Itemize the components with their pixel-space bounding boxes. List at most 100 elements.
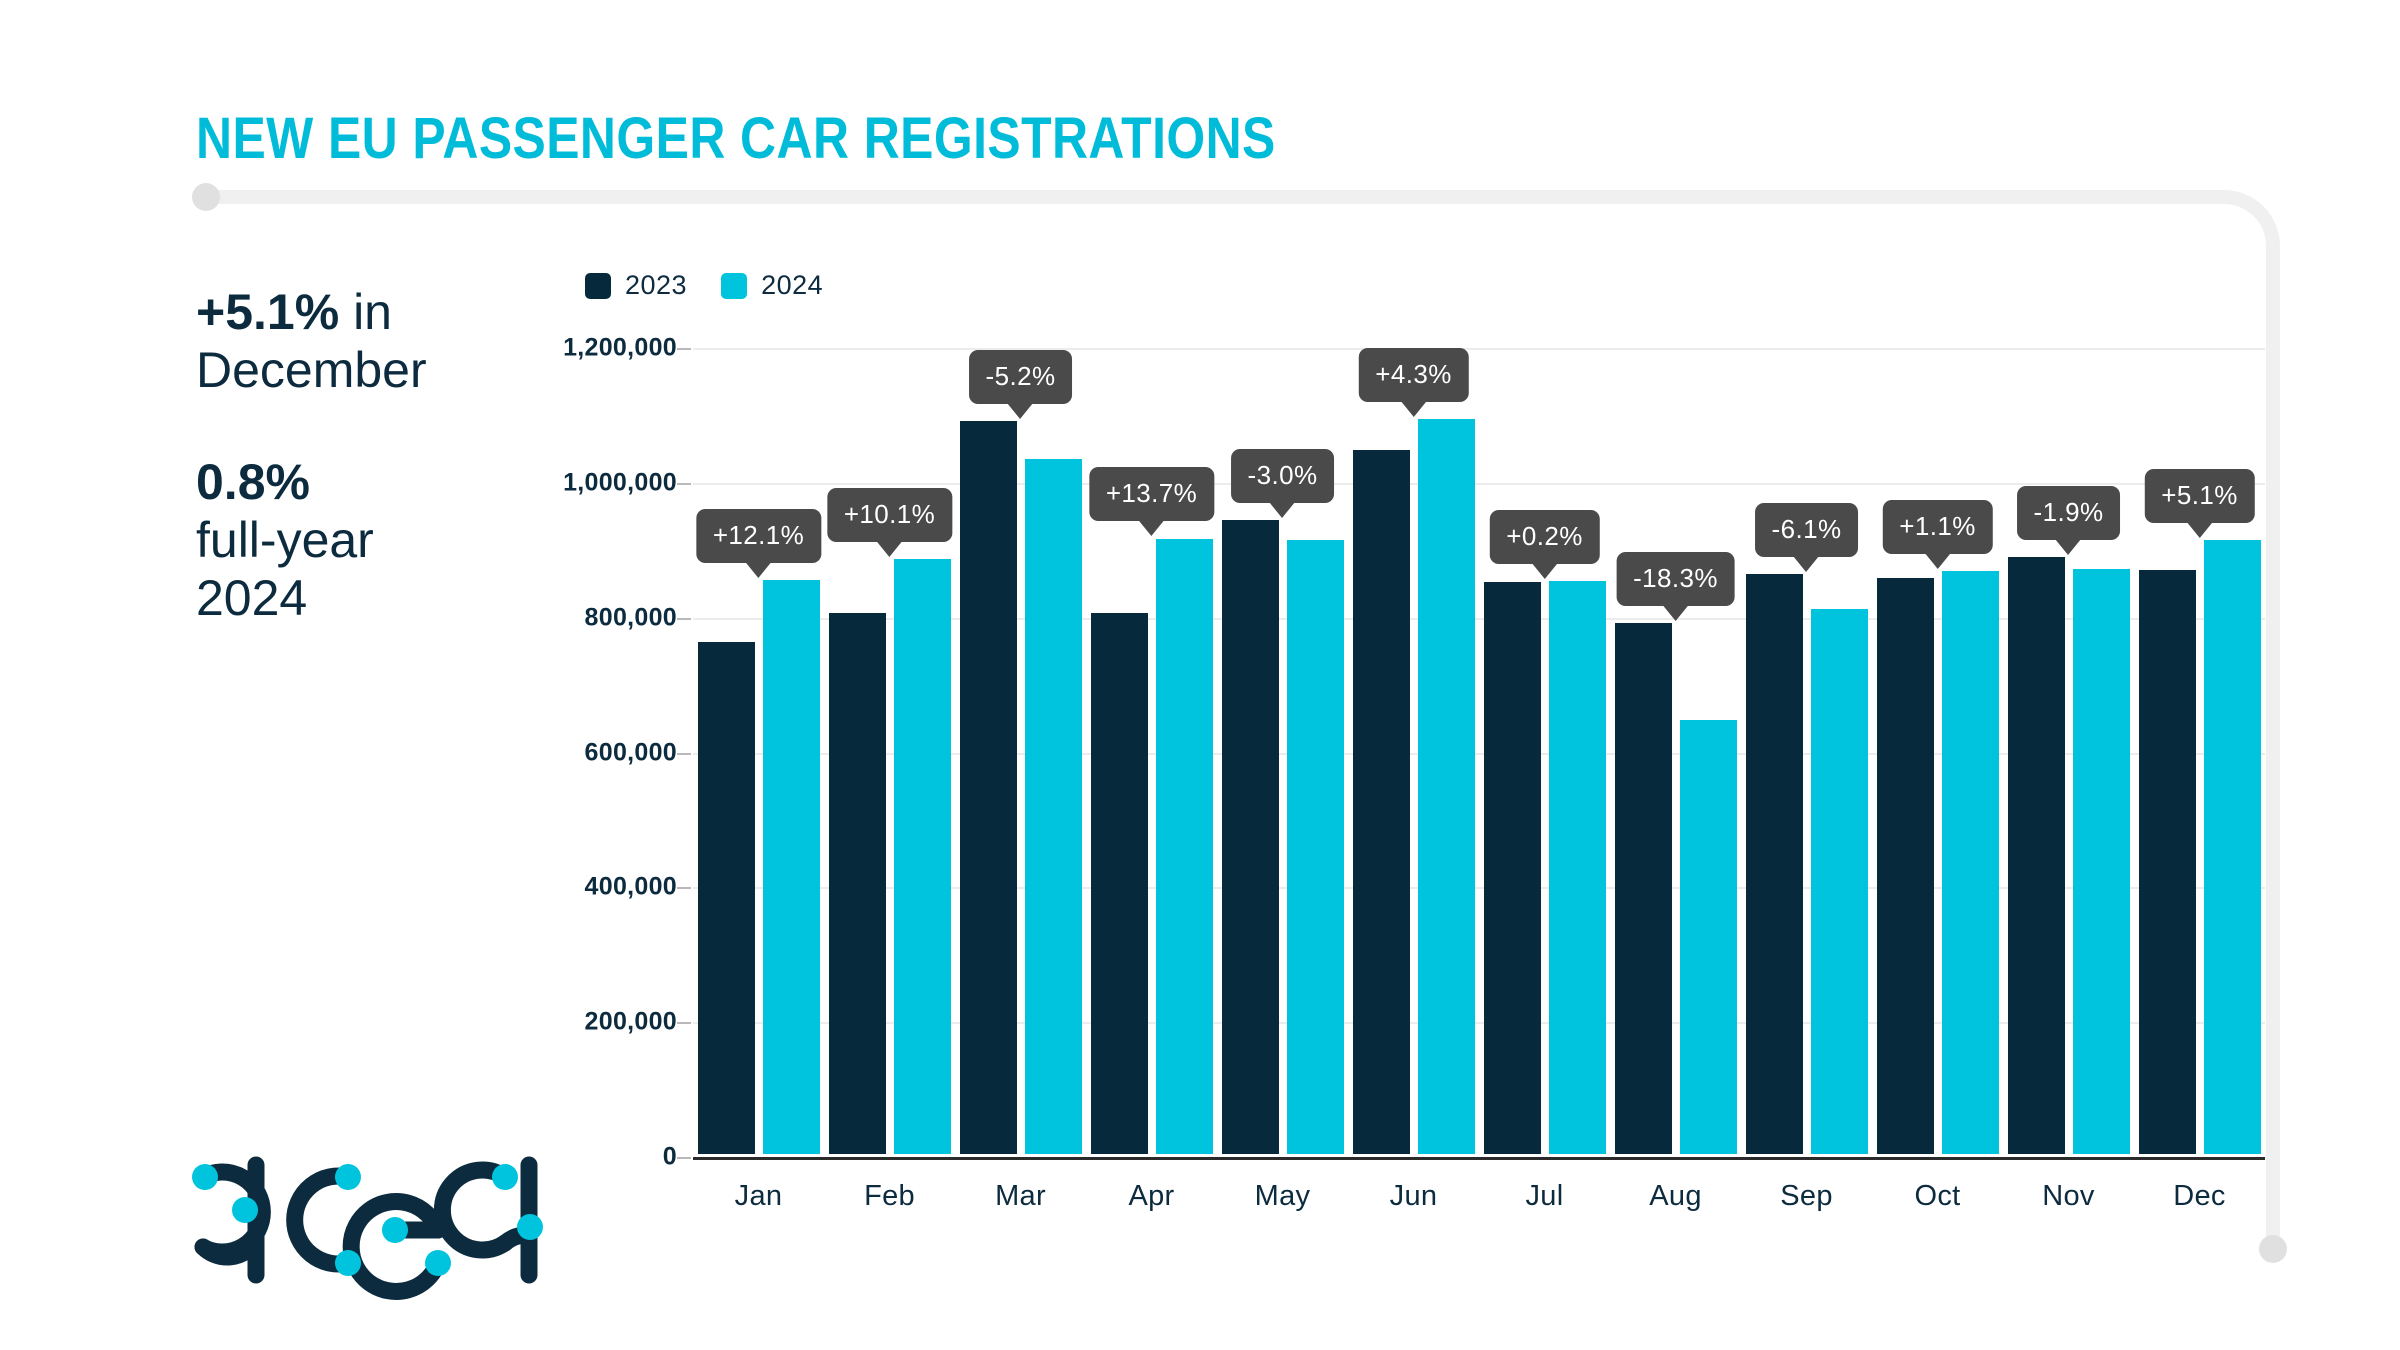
- bar-nov-2023[interactable]: [2007, 557, 2065, 1154]
- bar-sep-2023[interactable]: [1745, 573, 1803, 1154]
- change-badge-oct: +1.1%: [1882, 499, 1993, 569]
- gridline: [693, 482, 2265, 485]
- acea-logo: [185, 1135, 545, 1305]
- x-axis-line: [693, 1157, 2265, 1160]
- bar-jun-2023[interactable]: [1352, 449, 1410, 1154]
- bar-jul-2023[interactable]: [1483, 582, 1541, 1154]
- bar-mar-2023[interactable]: [959, 421, 1017, 1154]
- frame-dot-start: [192, 183, 220, 211]
- bar-group-jul: [1479, 348, 1610, 1157]
- change-badge-apr: +13.7%: [1088, 467, 1215, 537]
- bar-jul-2024[interactable]: [1548, 580, 1606, 1154]
- bar-group-mar: [955, 348, 1086, 1157]
- bar-aug-2024[interactable]: [1679, 719, 1737, 1154]
- legend-label-2024: 2024: [761, 270, 824, 300]
- x-axis-label-jun: Jun: [1389, 1180, 1438, 1212]
- bar-oct-2023[interactable]: [1876, 577, 1934, 1154]
- bar-feb-2024[interactable]: [893, 558, 951, 1154]
- frame-dot-end: [2259, 1235, 2287, 1263]
- change-badge-may: -3.0%: [1230, 449, 1335, 519]
- change-badge-aug: -18.3%: [1616, 551, 1735, 621]
- change-badge-mar: -5.2%: [968, 350, 1073, 420]
- change-badge-sep: -6.1%: [1754, 502, 1859, 572]
- y-axis-tick-mark: [677, 617, 691, 620]
- stat-value-december: +5.1%: [196, 284, 340, 340]
- bar-group-may: [1217, 348, 1348, 1157]
- bar-apr-2024[interactable]: [1155, 538, 1213, 1154]
- legend-swatch-2023: [585, 272, 611, 299]
- chart-legend: 2023 2024: [585, 270, 823, 301]
- legend-item-2024[interactable]: 2024: [721, 270, 823, 301]
- legend-swatch-2024: [721, 272, 748, 299]
- y-axis-label: 400,000: [584, 872, 677, 901]
- y-axis-label: 200,000: [584, 1007, 677, 1036]
- bar-group-feb: [824, 348, 955, 1157]
- x-axis-label-jan: Jan: [734, 1180, 783, 1212]
- bar-dec-2024[interactable]: [2203, 539, 2261, 1154]
- bar-oct-2024[interactable]: [1941, 570, 1999, 1154]
- x-axis-label-nov: Nov: [2042, 1180, 2095, 1212]
- registrations-bar-chart: 2023 2024 0 200,000 400,000 600,000 800,000 1,…: [563, 250, 2265, 1240]
- legend-item-2023[interactable]: 2023: [585, 270, 687, 301]
- x-axis-label-feb: Feb: [864, 1180, 915, 1212]
- stat-block-fullyear: 0.8% full-year 2024: [196, 453, 526, 627]
- bar-may-2024[interactable]: [1286, 539, 1344, 1154]
- x-axis-label-dec: Dec: [2173, 1180, 2226, 1212]
- bar-group-nov: [2003, 348, 2134, 1157]
- stat-panel: +5.1% in December 0.8% full-year 2024: [196, 283, 526, 681]
- y-axis-label: 600,000: [584, 738, 677, 766]
- bar-feb-2023[interactable]: [828, 613, 886, 1154]
- page-title: NEW EU PASSENGER CAR REGISTRATIONS: [196, 106, 1276, 171]
- stat-line-1: +5.1% in: [196, 283, 526, 341]
- bar-jun-2024[interactable]: [1417, 419, 1475, 1154]
- y-axis-tick-mark: [677, 1022, 691, 1025]
- y-axis-tick-mark: [677, 752, 691, 755]
- bar-jan-2023[interactable]: [697, 642, 755, 1154]
- x-axis-label-oct: Oct: [1914, 1180, 1961, 1212]
- gridline: [693, 752, 2265, 755]
- change-badge-jun: +4.3%: [1358, 348, 1469, 418]
- bar-sep-2024[interactable]: [1810, 609, 1868, 1154]
- bar-group-apr: [1086, 348, 1217, 1157]
- x-axis-label-aug: Aug: [1649, 1180, 1702, 1212]
- bar-apr-2023[interactable]: [1090, 612, 1148, 1154]
- bar-group-sep: [1741, 348, 1872, 1157]
- stat-block-december: +5.1% in December: [196, 283, 526, 399]
- bar-group-dec: [2134, 348, 2265, 1157]
- stat-line-2-fullyear: full-year: [196, 512, 374, 568]
- y-axis-tick-mark: [677, 887, 691, 890]
- bar-group-oct: [1872, 348, 2003, 1157]
- change-badge-jul: +0.2%: [1489, 509, 1600, 579]
- gridline: [693, 617, 2265, 620]
- stat-line-3-fullyear: 2024: [196, 570, 308, 626]
- x-axis-label-mar: Mar: [995, 1180, 1046, 1212]
- bar-aug-2023[interactable]: [1614, 622, 1672, 1154]
- change-badge-feb: +10.1%: [826, 487, 953, 557]
- bar-group-aug: [1610, 348, 1741, 1157]
- y-axis-tick-mark: [677, 348, 691, 350]
- y-axis-tick-mark: [677, 1157, 691, 1159]
- bar-dec-2023[interactable]: [2138, 569, 2196, 1154]
- x-axis-label-may: May: [1254, 1180, 1311, 1212]
- change-badge-jan: +12.1%: [695, 509, 822, 579]
- stat-suffix-december: in: [339, 284, 392, 340]
- x-axis-label-apr: Apr: [1128, 1180, 1175, 1212]
- bar-group-jun: [1348, 348, 1479, 1157]
- gridline: [693, 887, 2265, 890]
- bar-may-2023[interactable]: [1221, 520, 1279, 1154]
- stat-line-2-december: December: [196, 342, 427, 398]
- bar-jan-2024[interactable]: [762, 580, 820, 1154]
- y-axis-label: 0: [662, 1142, 677, 1171]
- y-axis-tick-mark: [677, 482, 691, 485]
- legend-label-2023: 2023: [625, 270, 688, 300]
- bar-nov-2024[interactable]: [2072, 568, 2130, 1154]
- change-badge-dec: +5.1%: [2144, 468, 2255, 538]
- y-axis-label: 1,000,000: [563, 468, 677, 497]
- bar-mar-2024[interactable]: [1024, 458, 1082, 1154]
- x-axis-label-jul: Jul: [1525, 1180, 1564, 1212]
- plot-area: 0 200,000 400,000 600,000 800,000 1,000,000 1,…: [563, 334, 2265, 1212]
- stat-value-fullyear-row: 0.8%: [196, 453, 526, 511]
- y-axis-label: 800,000: [584, 603, 677, 632]
- bar-group-jan: [693, 348, 824, 1157]
